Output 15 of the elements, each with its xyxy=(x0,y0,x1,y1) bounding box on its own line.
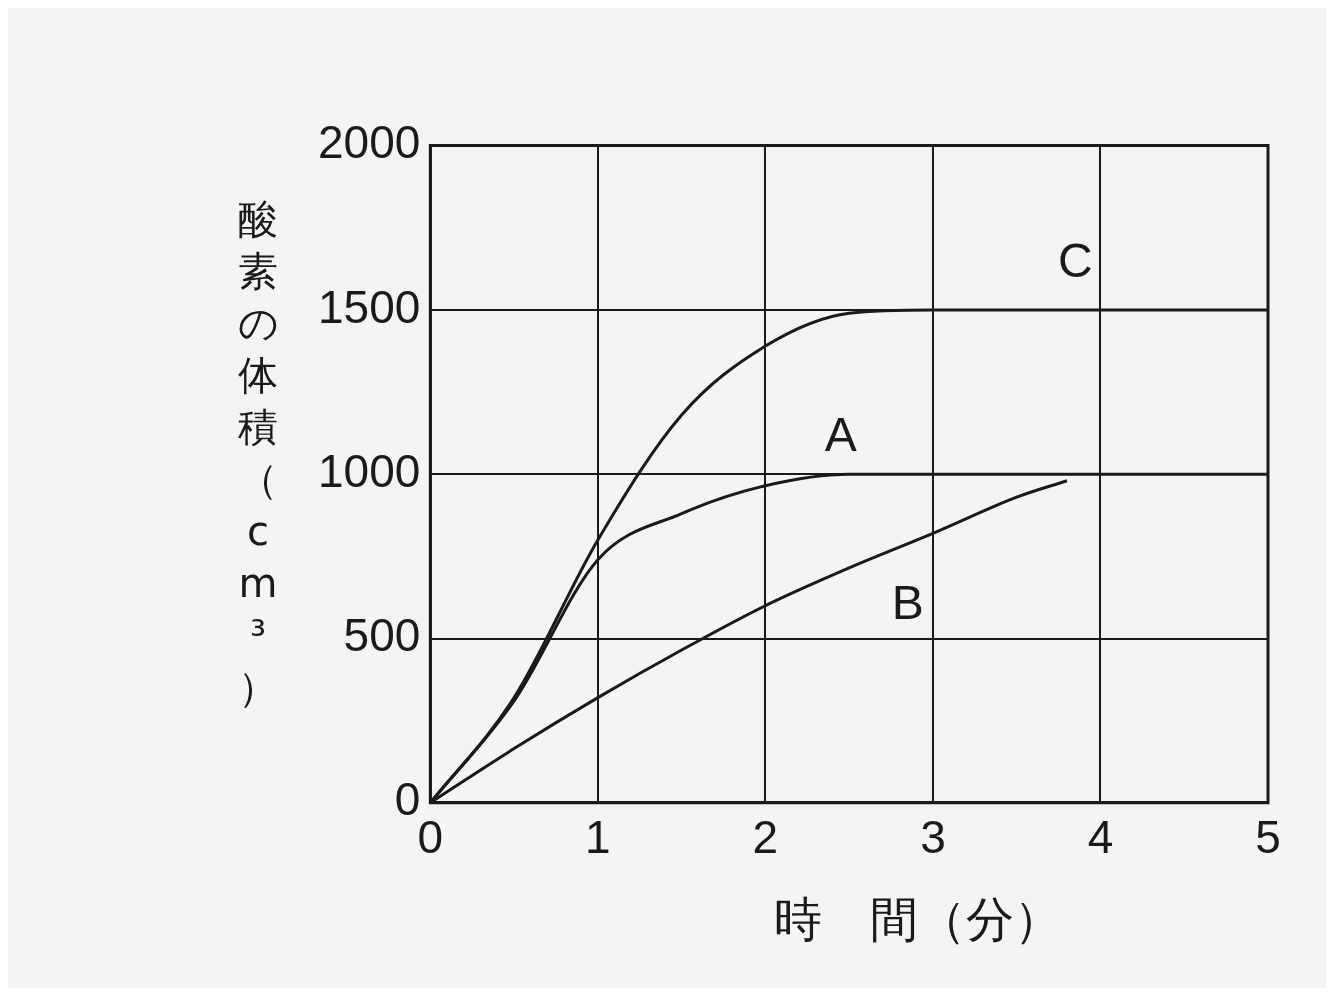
x-axis-title: 時 間（分） xyxy=(773,890,1063,949)
y-tick-label: 500 xyxy=(343,609,421,662)
y-tick-label: 1500 xyxy=(317,280,421,333)
series-label: A xyxy=(824,408,857,462)
y-tick-label: 1000 xyxy=(317,444,421,497)
text: 酸素の体積（cm³） xyxy=(237,196,279,710)
y-tick-label: 2000 xyxy=(317,116,421,169)
x-tick-label: 2 xyxy=(752,811,779,864)
y-tick-label: 0 xyxy=(394,773,421,826)
x-tick-label: 4 xyxy=(1087,811,1114,864)
x-tick-label: 3 xyxy=(920,811,946,864)
series-label: B xyxy=(891,575,924,629)
series-label: C xyxy=(1058,234,1093,288)
x-tick-label: 5 xyxy=(1255,811,1281,864)
x-tick-label: 1 xyxy=(585,811,611,864)
